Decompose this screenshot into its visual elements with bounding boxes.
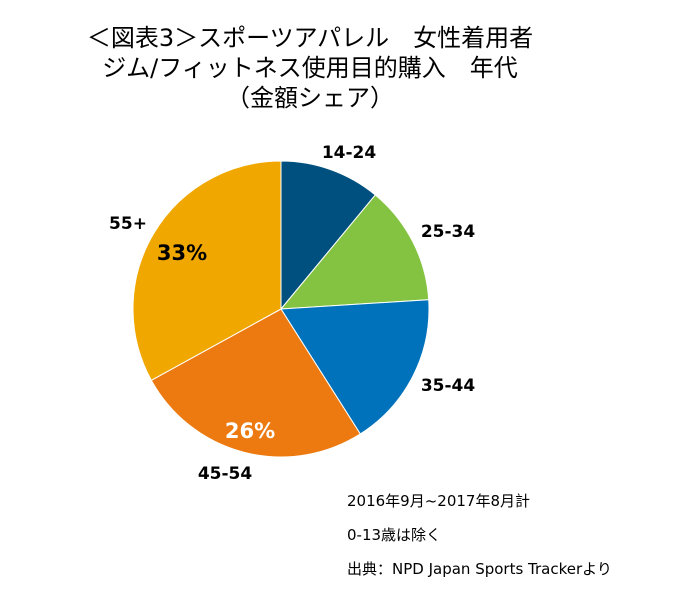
- pie-slice-45-54: [150, 308, 361, 458]
- pie-slice-25-34: [279, 194, 430, 310]
- note-period: 2016年9月~2017年8月計: [347, 492, 531, 510]
- note-source: 出典：NPD Japan Sports Trackerより: [347, 560, 612, 578]
- pie-slice-55+: [132, 160, 282, 381]
- note-exclusion: 0-13歳は除く: [347, 526, 442, 544]
- category-label: 25-34: [421, 222, 476, 242]
- data-label: 33%: [157, 241, 207, 265]
- data-label: 26%: [225, 419, 275, 443]
- pie-slice-35-44: [280, 299, 430, 435]
- chart-title-line-1: ＜図表3＞スポーツアパレル 女性着用者: [86, 24, 534, 52]
- chart-title-line-3: （金額シェア）: [226, 84, 394, 112]
- category-label: 35-44: [421, 376, 476, 396]
- pie-slice-14-24: [280, 160, 377, 311]
- chart-title-line-2: ジム/フィットネス使用目的購入 年代: [102, 54, 518, 82]
- category-label: 55+: [109, 214, 147, 234]
- category-label: 14-24: [322, 143, 377, 163]
- category-label: 45-54: [198, 464, 253, 484]
